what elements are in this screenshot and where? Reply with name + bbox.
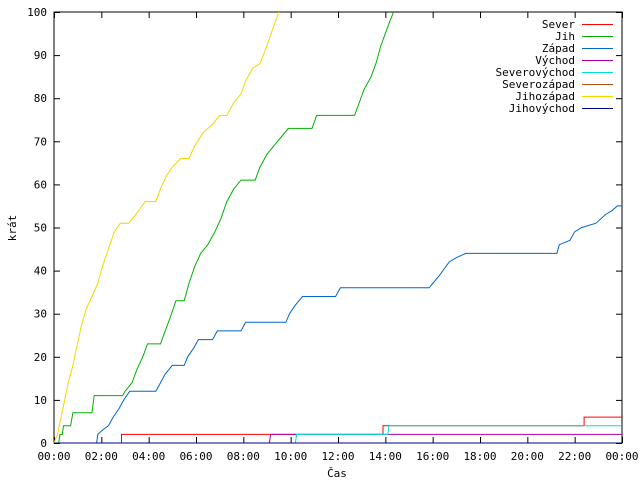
y-tick-label: 50 (34, 222, 47, 235)
x-tick-label: 04:00 (132, 450, 165, 463)
x-tick-label: 18:00 (463, 450, 496, 463)
y-tick-label: 0 (40, 437, 47, 450)
x-tick-label: 16:00 (416, 450, 449, 463)
x-axis-label: Čas (327, 467, 347, 480)
x-tick-label: 20:00 (511, 450, 544, 463)
x-tick-label: 10:00 (274, 450, 307, 463)
y-tick-label: 30 (34, 308, 47, 321)
y-axis-label: krát (6, 215, 19, 242)
legend: SeverJihZápadVýchodSeverovýchodSeverozáp… (496, 18, 613, 115)
x-tick-label: 12:00 (321, 450, 354, 463)
x-tick-label: 22:00 (558, 450, 591, 463)
chart-axes: 0 10 20 30 40 50 60 70 80 90 100 00:00 02:00 04:00 06:… (27, 6, 638, 463)
y-tick-label: 60 (34, 178, 47, 191)
y-tick-label: 70 (34, 135, 47, 148)
y-tick-label: 20 (34, 351, 47, 364)
legend-label-3: Západ (542, 42, 575, 55)
series-line-3 (54, 205, 622, 444)
x-tick-label: 14:00 (369, 450, 402, 463)
legend-label-1: Sever (542, 18, 575, 31)
legend-label-5: Severovýchod (496, 66, 575, 79)
y-tick-label: 40 (34, 265, 47, 278)
series-layer (53, 11, 622, 444)
y-tick-label: 10 (34, 394, 47, 407)
legend-label-7: Jihozápad (515, 90, 575, 103)
x-tick-label: 06:00 (179, 450, 212, 463)
series-line-1 (54, 416, 622, 444)
legend-label-4: Východ (535, 54, 575, 67)
legend-label-8: Jihovýchod (509, 102, 575, 115)
y-tick-label: 90 (34, 49, 47, 62)
y-tick-label: 100 (27, 6, 47, 19)
series-line-7 (53, 11, 280, 444)
x-tick-label: 00:00 (605, 450, 638, 463)
y-tick-label: 80 (34, 92, 47, 105)
x-tick-label: 08:00 (227, 450, 260, 463)
x-tick-label: 00:00 (37, 450, 70, 463)
legend-label-2: Jih (555, 30, 575, 43)
x-tick-label: 02:00 (85, 450, 118, 463)
series-line-2 (54, 11, 395, 444)
legend-label-6: Severozápad (502, 78, 575, 91)
